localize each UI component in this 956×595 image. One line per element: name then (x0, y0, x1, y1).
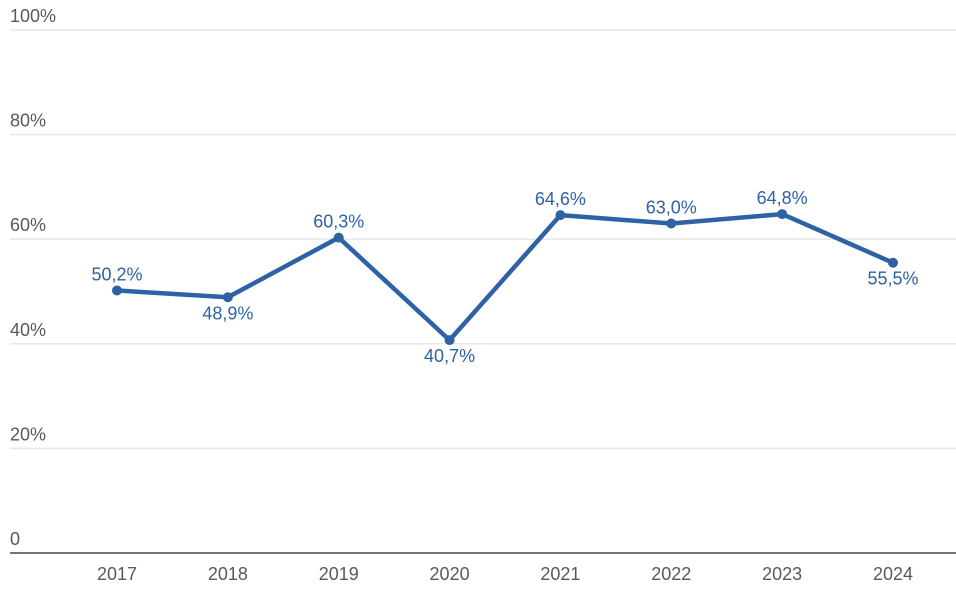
data-point[interactable] (333, 232, 344, 243)
x-axis-tick-label: 2023 (762, 564, 802, 584)
data-point[interactable] (777, 209, 788, 220)
data-point-label: 50,2% (91, 264, 142, 284)
data-point-label: 55,5% (867, 269, 918, 289)
data-point-label: 48,9% (202, 303, 253, 323)
data-point[interactable] (222, 292, 233, 303)
data-point[interactable] (444, 335, 455, 346)
x-axis-tick-label: 2022 (651, 564, 691, 584)
data-point[interactable] (555, 210, 566, 221)
y-axis-tick-label: 80% (10, 111, 46, 131)
data-point-label: 64,6% (535, 189, 586, 209)
y-axis-tick-label: 60% (10, 215, 46, 235)
data-point-label: 60,3% (313, 212, 364, 232)
y-axis-tick-label: 40% (10, 320, 46, 340)
x-axis-tick-label: 2017 (97, 564, 137, 584)
data-point-label: 64,8% (757, 188, 808, 208)
x-axis-tick-label: 2024 (873, 564, 913, 584)
data-point-label: 63,0% (646, 198, 697, 218)
x-axis-tick-label: 2018 (208, 564, 248, 584)
x-axis-tick-label: 2019 (319, 564, 359, 584)
x-axis-tick-label: 2020 (430, 564, 470, 584)
data-point-label: 40,7% (424, 346, 475, 366)
y-axis-tick-label: 20% (10, 424, 46, 444)
data-point[interactable] (112, 285, 122, 296)
x-axis-tick-label: 2021 (540, 564, 580, 584)
series-line (114, 211, 896, 343)
y-axis-tick-label: 0 (10, 529, 20, 549)
data-point[interactable] (888, 257, 898, 268)
data-point[interactable] (666, 218, 677, 229)
y-axis-tick-label: 100% (10, 6, 56, 26)
